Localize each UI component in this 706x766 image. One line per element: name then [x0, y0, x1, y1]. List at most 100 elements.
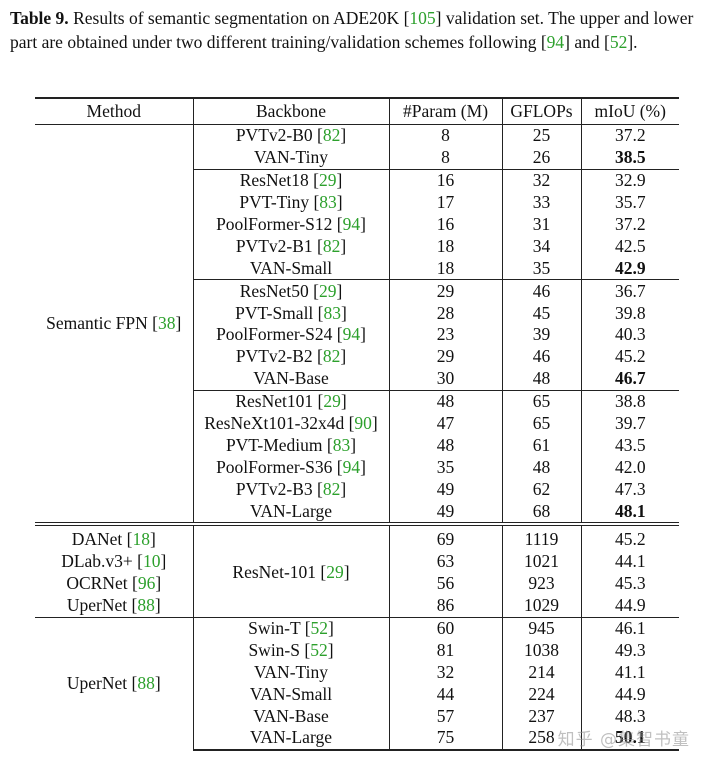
backbone-cell: PVT-Small [83] [192, 302, 389, 325]
citation-link[interactable]: 82 [322, 346, 341, 367]
backbone-cell-text: PVT-Tiny [239, 192, 310, 213]
citation-link[interactable]: 88 [137, 673, 155, 694]
miou-cell-text: 44.9 [614, 683, 646, 704]
backbone-cell: PVTv2-B1 [82] [192, 235, 389, 258]
miou-cell: 44.9 [580, 594, 679, 618]
citation-link[interactable]: 29 [318, 280, 337, 301]
miou-cell: 50.1 [580, 727, 679, 751]
backbone-cell: ResNet101 [29] [192, 389, 389, 413]
gflops-cell-text: 945 [528, 618, 555, 639]
backbone-cell: PVT-Medium [83] [192, 434, 389, 457]
backbone-cell-text: PVTv2-B1 [235, 235, 313, 256]
gflops-cell-text: 65 [532, 391, 551, 412]
backbone-cell-text: VAN-Tiny [254, 661, 328, 682]
caption-text-1: Results of semantic segmentation on ADE2… [73, 8, 410, 28]
gflops-cell: 39 [501, 324, 581, 346]
backbone-cell-text: VAN-Base [253, 705, 329, 726]
citation-link[interactable]: 94 [546, 32, 565, 52]
gflops-cell: 1021 [501, 550, 581, 573]
table-row: ResNeXt101-32x4d [90] 47 65 39.7 [35, 412, 679, 435]
miou-cell-text: 36.7 [614, 280, 646, 301]
miou-cell-text: 38.5 [614, 147, 646, 168]
gflops-cell-text: 1029 [524, 595, 559, 616]
gflops-cell: 224 [501, 683, 581, 706]
gflops-cell-text: 923 [528, 573, 555, 594]
backbone-cell: VAN-Large [192, 727, 389, 751]
citation-link[interactable]: 83 [319, 192, 337, 213]
citation-link[interactable]: 52 [609, 32, 628, 52]
gflops-cell: 26 [501, 146, 581, 170]
param-cell: 75 [388, 727, 502, 751]
miou-cell: 45.2 [580, 345, 679, 368]
table-row: PVT-Small [83] 28 45 39.8 [35, 302, 679, 325]
backbone-cell-text: ResNet18 [239, 170, 309, 191]
gflops-cell: 46 [501, 345, 581, 368]
citation-link[interactable]: 90 [354, 413, 372, 434]
citation-link[interactable]: 88 [137, 595, 155, 616]
citation-link[interactable]: 105 [409, 8, 436, 28]
table-row: PoolFormer-S36 [94] 35 48 42.0 [35, 456, 679, 479]
header-miou: mIoU (%) [580, 97, 679, 125]
gflops-cell: 62 [501, 478, 581, 501]
backbone-cell-text: PVT-Medium [225, 434, 323, 455]
miou-cell-text: 35.7 [614, 192, 646, 213]
backbone-cell-text: VAN-Large [250, 500, 332, 521]
backbone-cell: ResNet50 [29] [192, 279, 389, 303]
citation-link[interactable]: 94 [342, 456, 361, 477]
citation-link[interactable]: 83 [332, 434, 351, 455]
citation-link[interactable]: 29 [326, 562, 344, 583]
citation-link[interactable]: 18 [132, 529, 150, 550]
param-cell: 8 [388, 124, 502, 147]
method-cell: Semantic FPN [38] [46, 313, 182, 334]
gflops-cell-text: 65 [532, 413, 551, 434]
table-row: UperNet [88] Swin-T [52] 60 945 46.1 [35, 616, 679, 750]
table-row: VAN-Large 49 68 48.1 [35, 500, 679, 525]
citation-link[interactable]: 10 [142, 551, 161, 572]
citation-link[interactable]: 52 [310, 639, 328, 660]
param-cell: 57 [388, 705, 502, 728]
param-cell-text: 16 [436, 170, 455, 191]
miou-cell: 47.3 [580, 478, 679, 501]
param-cell-text: 44 [436, 683, 455, 704]
table-row: ResNet50 [29] 29 46 36.7 [35, 279, 679, 303]
citation-link[interactable]: 82 [322, 478, 341, 499]
backbone-cell-text: PoolFormer-S12 [216, 214, 333, 234]
method-cell: DLab.v3+ [10] [61, 551, 167, 572]
citation-link[interactable]: 96 [137, 573, 156, 594]
param-cell-text: 32 [436, 661, 455, 682]
miou-cell: 49.3 [580, 639, 679, 662]
miou-cell-text: 45.3 [614, 573, 646, 594]
miou-cell: 39.8 [580, 302, 679, 325]
param-cell: 81 [388, 639, 502, 662]
backbone-cell: PVT-Tiny [83] [192, 191, 389, 214]
table-caption: Table 9. Results of semantic segmentatio… [10, 6, 700, 54]
miou-cell: 45.3 [580, 572, 679, 595]
miou-cell: 36.7 [580, 279, 679, 303]
gflops-cell: 33 [501, 191, 581, 214]
citation-link[interactable]: 82 [322, 125, 341, 146]
citation-link[interactable]: 83 [323, 302, 342, 323]
method-cell-text: DLab.v3+ [61, 551, 133, 572]
table-row: VAN-Small 44 224 44.9 [35, 683, 679, 706]
param-cell: 30 [388, 367, 502, 391]
citation-link[interactable]: 38 [157, 313, 176, 334]
table-row: PVTv2-B1 [82] 18 34 42.5 [35, 235, 679, 258]
citation-link[interactable]: 29 [318, 170, 337, 191]
backbone-cell: VAN-Tiny [192, 146, 389, 170]
miou-cell: 35.7 [580, 191, 679, 214]
miou-cell-text: 39.7 [614, 413, 646, 434]
table-row: DLab.v3+ [10] 63 1021 44.1 [35, 550, 679, 573]
miou-cell: 48.3 [580, 705, 679, 728]
param-cell-text: 35 [436, 456, 455, 477]
citation-link[interactable]: 94 [342, 214, 361, 234]
citation-link[interactable]: 82 [322, 235, 341, 256]
citation-link[interactable]: 94 [342, 324, 361, 345]
param-cell-text: 48 [436, 391, 455, 412]
table-row: PoolFormer-S24 [94] 23 39 40.3 [35, 324, 679, 346]
citation-link[interactable]: 29 [323, 391, 341, 412]
method-cell-text: Semantic FPN [46, 313, 148, 334]
citation-link[interactable]: 52 [310, 618, 329, 639]
backbone-cell-text: ResNeXt101-32x4d [204, 413, 345, 434]
miou-cell-text: 39.8 [614, 302, 646, 323]
header-backbone: Backbone [192, 97, 389, 125]
